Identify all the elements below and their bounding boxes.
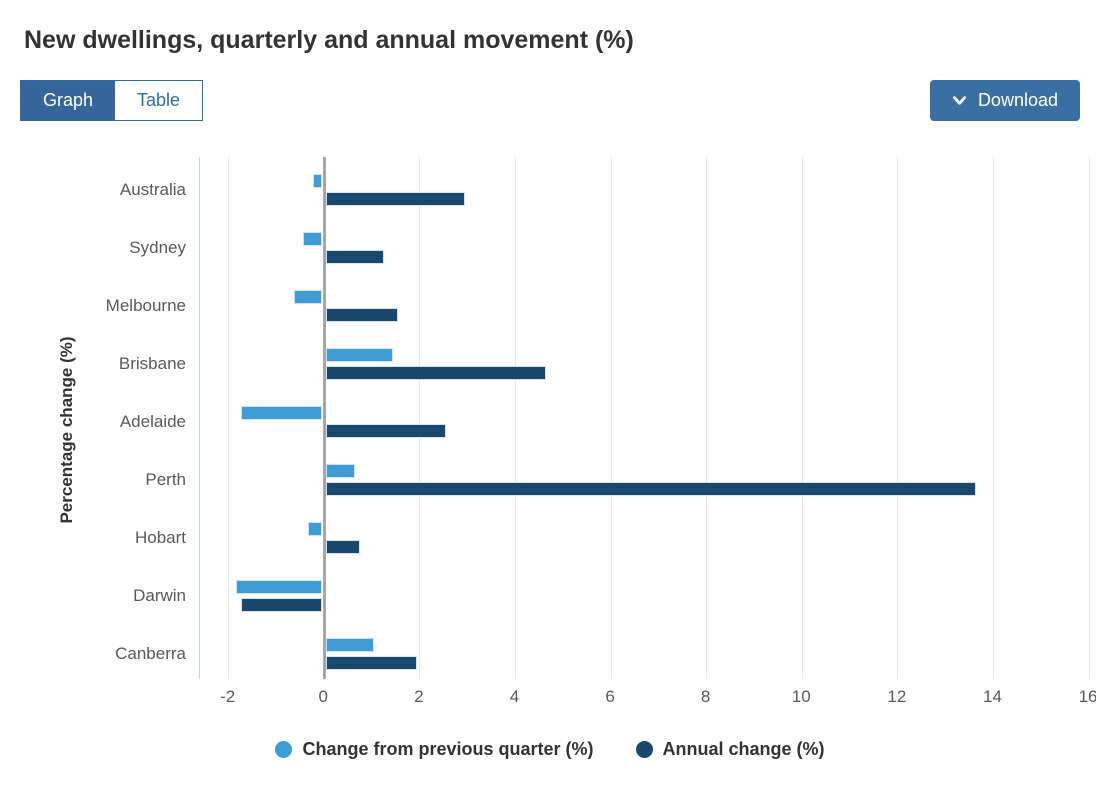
page: New dwellings, quarterly and annual move… [20,26,1096,760]
bar-quarterly-adelaide[interactable] [241,406,323,420]
x-tick-label: 2 [414,687,424,706]
category-label-adelaide: Adelaide [119,412,186,431]
gridline [228,157,230,679]
gridline [897,157,899,679]
legend-item-annual[interactable]: Annual change (%) [635,739,825,760]
category-label-canberra: Canberra [115,644,186,663]
bar-quarterly-sydney[interactable] [303,232,323,246]
gridline [992,157,994,679]
legend-item-quarterly[interactable]: Change from previous quarter (%) [275,739,594,760]
bar-annual-brisbane[interactable] [326,366,547,380]
bar-quarterly-perth[interactable] [326,464,355,478]
tab-graph[interactable]: Graph [21,81,116,120]
category-label-brisbane: Brisbane [118,354,186,373]
category-label-melbourne: Melbourne [105,296,186,315]
download-button[interactable]: Download [929,80,1080,121]
bar-annual-canberra[interactable] [326,656,418,670]
x-tick-label: 10 [791,687,811,706]
zero-line [322,157,326,679]
gridline [706,157,708,679]
tab-table[interactable]: Table [115,81,203,120]
x-tick-label: 12 [887,687,907,706]
bar-annual-melbourne[interactable] [326,308,398,322]
bar-annual-australia[interactable] [326,192,465,206]
category-label-hobart: Hobart [134,528,186,547]
category-label-australia: Australia [119,180,186,199]
bar-quarterly-canberra[interactable] [326,638,375,652]
gridline [801,157,803,679]
category-label-sydney: Sydney [129,238,186,257]
bar-quarterly-melbourne[interactable] [293,290,323,304]
bar-quarterly-hobart[interactable] [307,522,323,536]
bar-annual-adelaide[interactable] [326,424,446,438]
legend-label-annual: Annual change (%) [662,739,825,759]
page-title: New dwellings, quarterly and annual move… [24,26,634,54]
view-toggle: Graph Table [20,80,204,121]
chevron-down-icon [952,93,967,108]
legend-marker-annual [635,741,653,758]
legend-label-quarterly: Change from previous quarter (%) [302,739,594,759]
gridline [514,157,516,679]
gridline [610,157,612,679]
download-label: Download [977,90,1058,110]
x-tick-label: 8 [700,687,711,706]
category-label-perth: Perth [145,470,186,489]
bar-chart: Percentage change (%) -2 0 2 4 6 8 10 12 14 16 Aus… [20,157,1096,713]
bar-annual-sydney[interactable] [326,250,384,264]
x-tick-label: 16 [1078,687,1096,706]
gridline [1088,157,1090,679]
bar-quarterly-australia[interactable] [312,174,323,188]
bar-annual-darwin[interactable] [241,598,323,612]
x-tick-label: 4 [509,687,520,706]
gridline [419,157,421,679]
toolbar: Graph Table Download [20,80,1080,121]
plot-area [199,157,1096,679]
x-tick-label: 0 [318,687,328,706]
x-tick-label: 14 [982,687,1002,706]
legend: Change from previous quarter (%) Annual … [20,739,1080,760]
legend-marker-quarterly [275,741,293,758]
bar-annual-hobart[interactable] [326,540,360,554]
bar-annual-perth[interactable] [326,482,977,496]
x-tick-label: 6 [605,687,615,706]
x-tick-label: -2 [220,687,236,706]
bar-quarterly-brisbane[interactable] [326,348,394,362]
category-label-darwin: Darwin [133,586,186,605]
bar-quarterly-darwin[interactable] [236,580,323,594]
